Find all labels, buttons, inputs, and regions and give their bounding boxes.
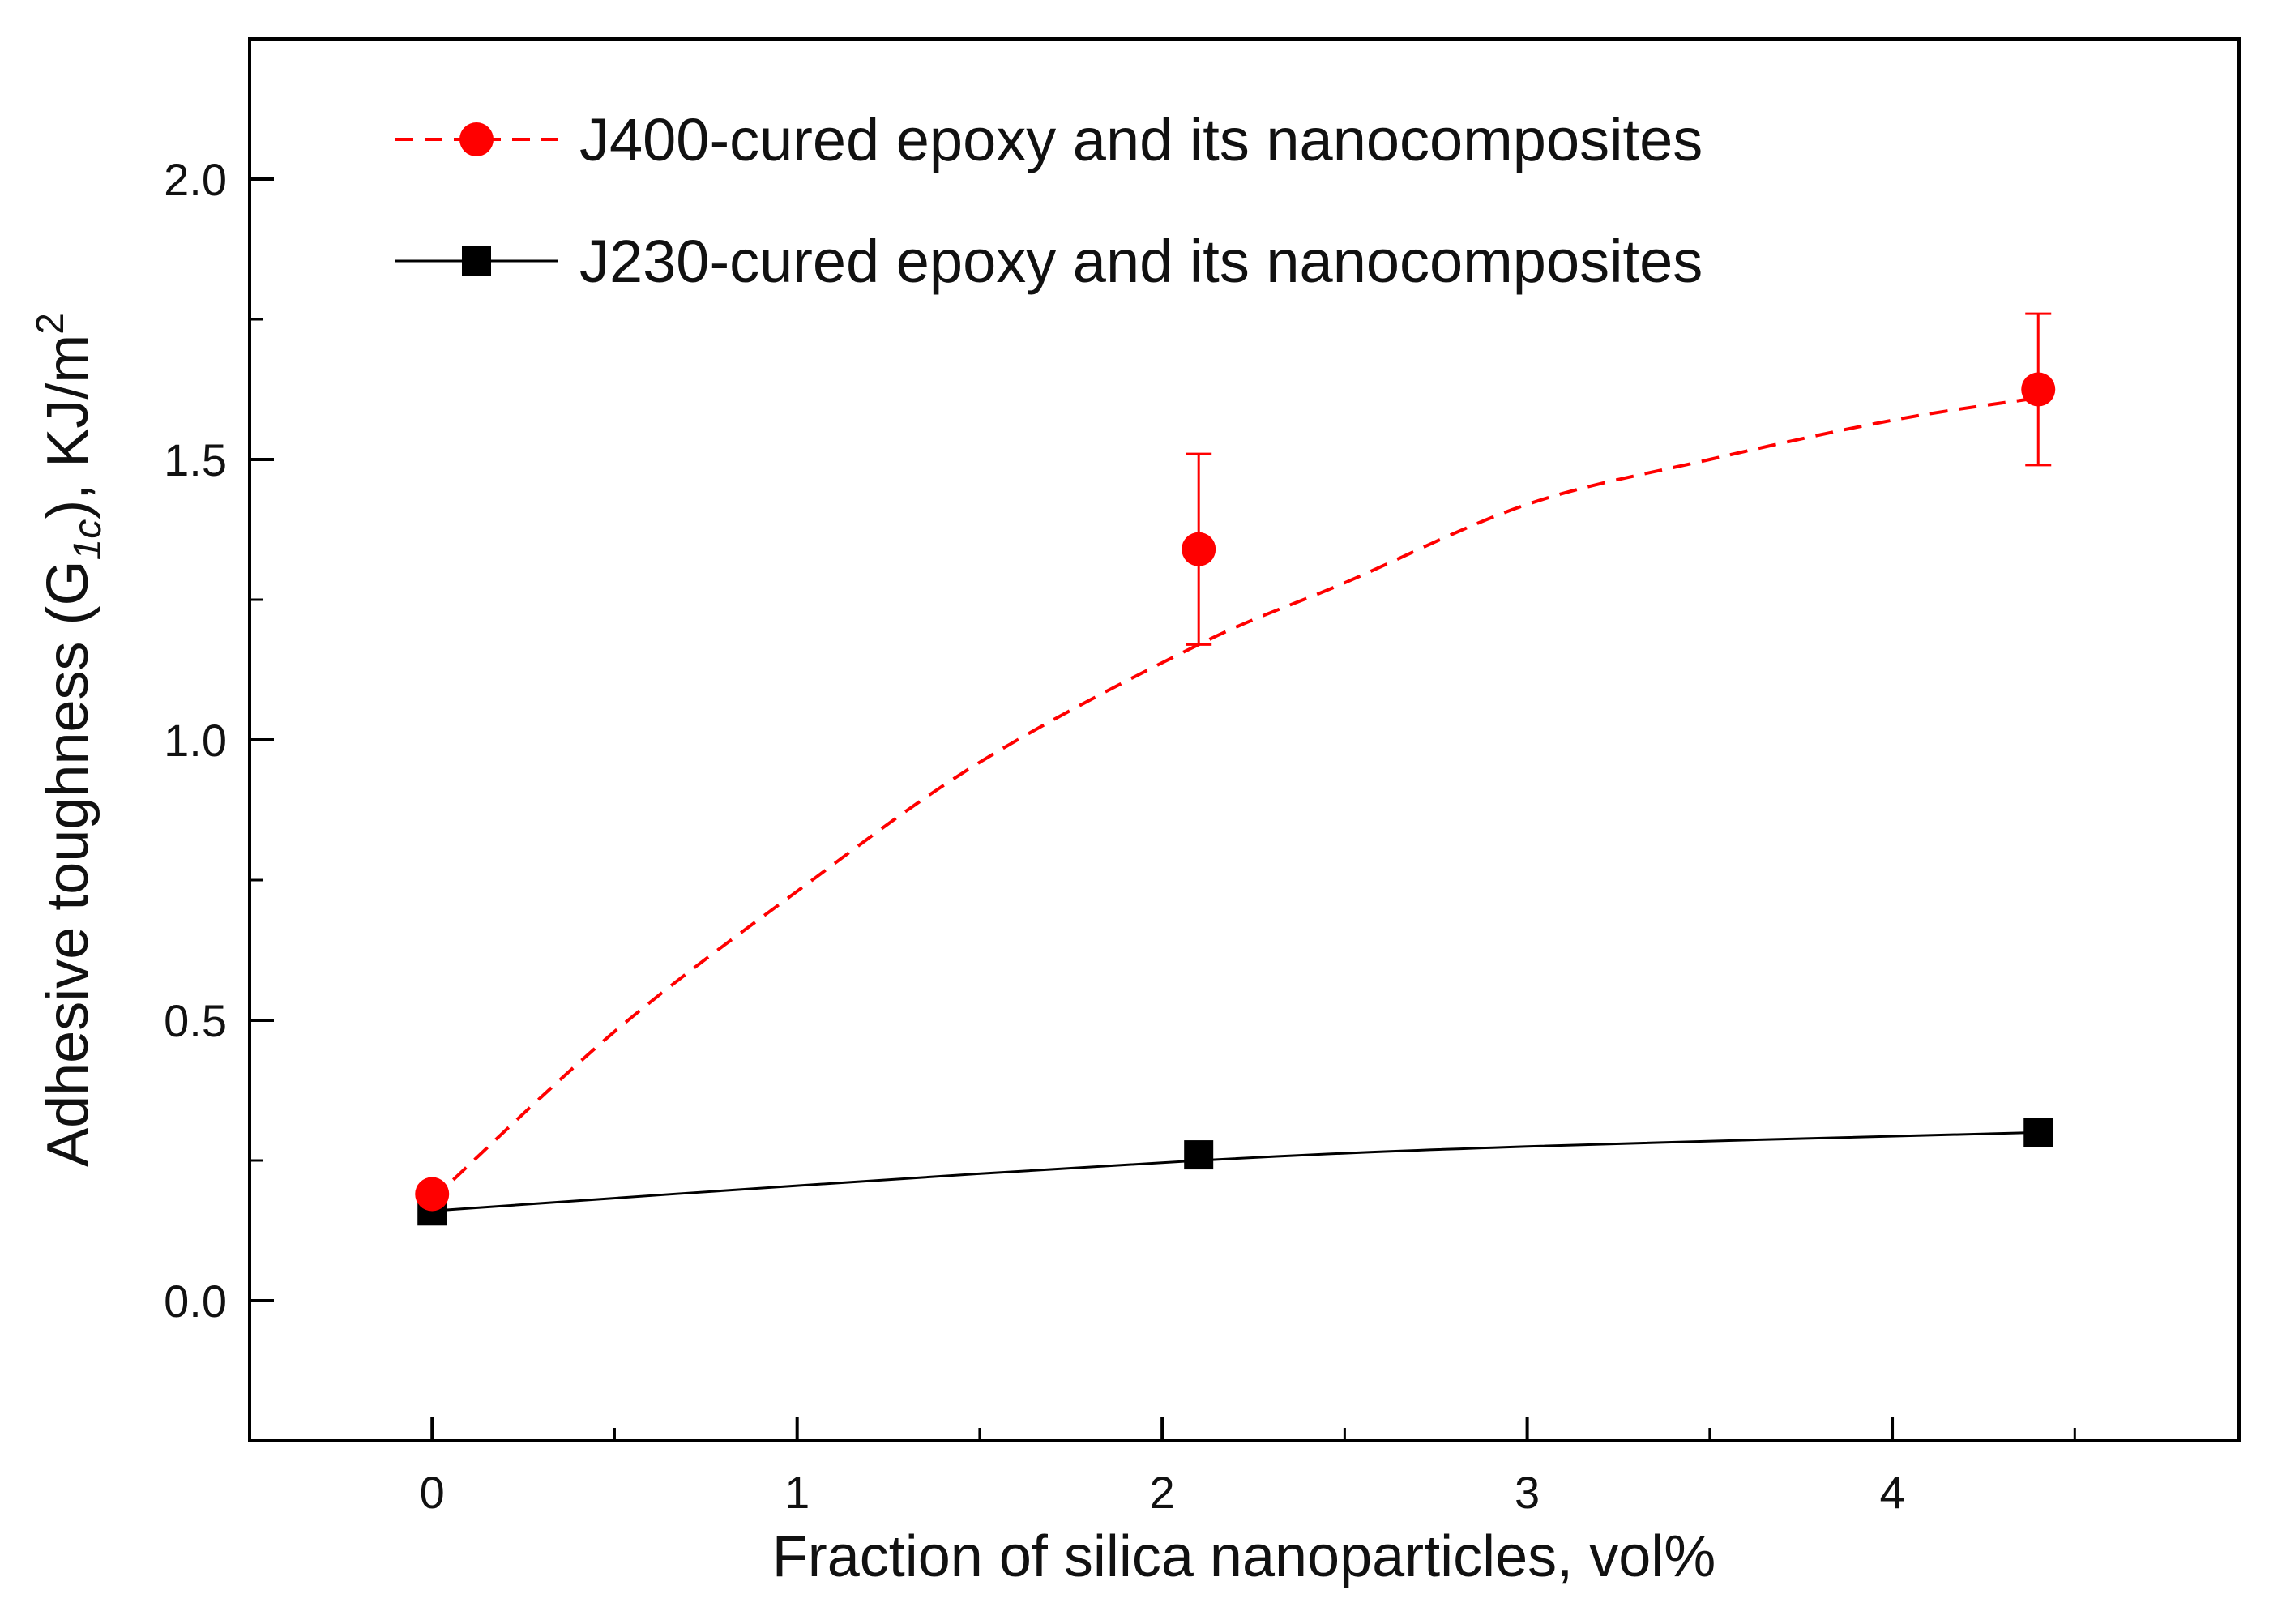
data-point	[415, 1177, 450, 1212]
y-tick-label: 0.5	[164, 995, 227, 1046]
data-point	[1184, 1140, 1214, 1170]
x-axis-title: Fraction of silica nanoparticles, vol%	[772, 1524, 1716, 1589]
series-layer	[415, 312, 2056, 1226]
series-j230	[417, 1118, 2053, 1226]
legend-label-j230: J230-cured epoxy and its nanocomposites	[579, 228, 1703, 295]
x-tick-label: 1	[784, 1467, 810, 1518]
legend-label-j400: J400-cured epoxy and its nanocomposites	[579, 106, 1703, 173]
x-axis-ticks: 0 1 2 3 4	[420, 1417, 2076, 1518]
y-axis-title: Adhesive toughness (G1c), KJ/m2	[29, 313, 109, 1167]
data-point	[2023, 1118, 2053, 1147]
legend: J400-cured epoxy and its nanocomposites …	[395, 106, 1703, 295]
y-tick-label: 1.5	[164, 434, 227, 485]
y-axis-title-suffix: ), KJ/m	[36, 335, 100, 519]
y-axis-title-subscript: 1c	[66, 519, 109, 561]
x-tick-label: 4	[1879, 1467, 1904, 1518]
x-tick-label: 0	[420, 1467, 445, 1518]
legend-marker-j400	[459, 122, 494, 156]
legend-marker-j230	[462, 246, 491, 276]
y-tick-label: 2.0	[164, 154, 227, 205]
y-axis-title-prefix: Adhesive toughness (G	[36, 560, 100, 1166]
series-j400	[415, 312, 2056, 1212]
y-axis-title-superscript: 2	[29, 313, 72, 335]
y-tick-label: 1.0	[164, 715, 227, 766]
y-tick-label: 0.0	[164, 1276, 227, 1327]
y-axis-ticks: 0.0 0.5 1.0 1.5 2.0	[164, 154, 274, 1442]
series-line	[430, 395, 2039, 1201]
data-point	[1182, 532, 1216, 566]
x-tick-label: 3	[1515, 1467, 1540, 1518]
x-tick-label: 2	[1150, 1467, 1175, 1518]
data-point	[2021, 372, 2056, 407]
